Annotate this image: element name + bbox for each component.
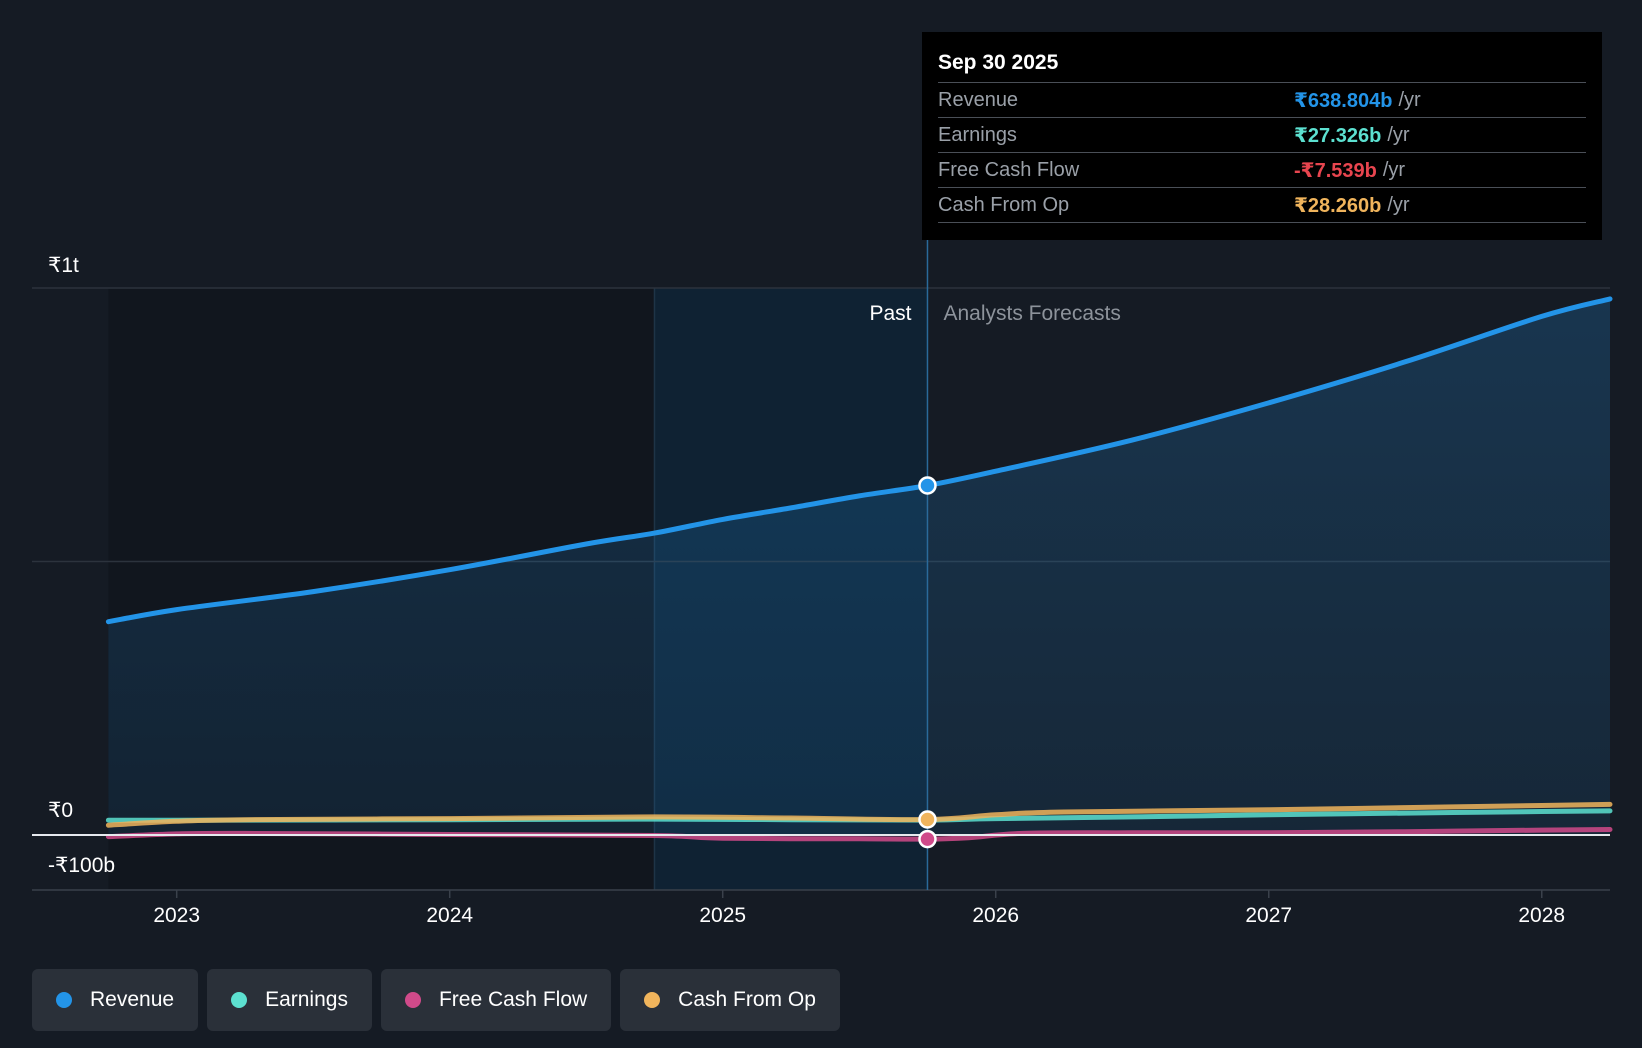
cash-from-op-marker <box>918 810 937 829</box>
tooltip-row-free-cash-flow: Free Cash Flow -₹7.539b /yr <box>938 152 1586 187</box>
tooltip-label: Revenue <box>938 88 1019 111</box>
tooltip-value: ₹28.260b <box>1294 194 1382 217</box>
x-tick-label: 2028 <box>1518 904 1565 927</box>
free-cash-flow-line <box>105 827 1613 842</box>
legend-dot-icon <box>231 992 248 1008</box>
past-label: Past <box>869 302 911 325</box>
cash-from-op-line <box>105 801 1613 828</box>
forecast-label: Analysts Forecasts <box>943 302 1120 325</box>
legend-label: Earnings <box>265 988 348 1011</box>
legend-label: Revenue <box>90 988 175 1011</box>
legend-label: Cash From Op <box>678 988 816 1011</box>
y-tick-label: ₹1t <box>48 254 79 277</box>
x-tick-label: 2023 <box>153 904 200 927</box>
tooltip-row-revenue: Revenue ₹638.804b /yr <box>938 82 1586 117</box>
tooltip-panel: Sep 30 2025 Revenue ₹638.804b /yr Earnin… <box>922 32 1602 240</box>
tooltip-unit: /yr <box>1398 88 1421 111</box>
tooltip-unit: /yr <box>1387 123 1410 146</box>
tooltip-unit: /yr <box>1382 158 1406 181</box>
x-tick-label: 2025 <box>699 904 746 927</box>
tooltip-row-cash-from-op: Cash From Op ₹28.260b /yr <box>938 187 1586 223</box>
tooltip-value: -₹7.539b <box>1294 159 1377 182</box>
legend-item-earnings[interactable]: Earnings <box>207 969 372 1031</box>
x-tick-label: 2026 <box>972 904 1019 927</box>
tooltip-date: Sep 30 2025 <box>938 51 1059 74</box>
legend-label: Free Cash Flow <box>438 988 588 1011</box>
legend: Revenue Earnings Free Cash Flow Cash Fro… <box>32 969 840 1031</box>
legend-item-free-cash-flow[interactable]: Free Cash Flow <box>380 969 612 1031</box>
tooltip-value: ₹638.804b <box>1294 89 1393 112</box>
tooltip-label: Free Cash Flow <box>938 158 1080 181</box>
x-tick-label: 2024 <box>426 904 473 927</box>
legend-item-revenue[interactable]: Revenue <box>32 969 199 1031</box>
free-cash-flow-marker <box>918 829 937 849</box>
tooltip-row-earnings: Earnings ₹27.326b /yr <box>938 117 1586 152</box>
tooltip-unit: /yr <box>1387 193 1410 216</box>
legend-dot-icon <box>644 992 661 1008</box>
legend-dot-icon <box>404 992 421 1008</box>
y-tick-label: -₹100b <box>48 854 115 877</box>
revenue-marker <box>918 476 937 495</box>
tooltip-label: Earnings <box>938 123 1017 146</box>
revenue-line <box>105 296 1613 625</box>
legend-item-cash-from-op[interactable]: Cash From Op <box>620 969 840 1031</box>
tooltip-value: ₹27.326b <box>1294 124 1382 147</box>
y-tick-label: ₹0 <box>48 799 73 822</box>
legend-dot-icon <box>56 992 72 1008</box>
revenue-area <box>108 298 1610 835</box>
x-tick-label: 2027 <box>1245 904 1292 927</box>
tooltip-label: Cash From Op <box>938 193 1070 216</box>
